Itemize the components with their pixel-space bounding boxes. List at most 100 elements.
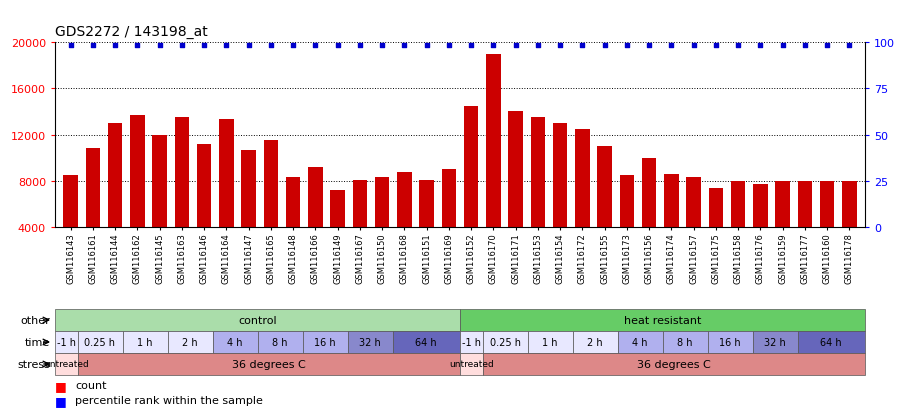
- Text: heat resistant: heat resistant: [624, 315, 702, 325]
- Bar: [597, 147, 612, 273]
- Text: 64 h: 64 h: [416, 337, 437, 347]
- Point: [664, 43, 679, 49]
- Bar: [348, 331, 392, 353]
- Bar: [460, 353, 482, 375]
- Text: ■: ■: [55, 394, 66, 407]
- Bar: [820, 181, 834, 273]
- Bar: [123, 331, 167, 353]
- Bar: [509, 112, 523, 273]
- Point: [152, 43, 167, 49]
- Text: count: count: [75, 380, 106, 391]
- Bar: [642, 158, 656, 273]
- Text: 16 h: 16 h: [719, 337, 741, 347]
- Point: [709, 43, 723, 49]
- Point: [286, 43, 300, 49]
- Bar: [753, 331, 797, 353]
- Point: [464, 43, 479, 49]
- Point: [575, 43, 590, 49]
- Point: [219, 43, 234, 49]
- Text: untreated: untreated: [449, 360, 493, 369]
- Text: -1 h: -1 h: [461, 337, 480, 347]
- Bar: [798, 181, 812, 273]
- Text: -1 h: -1 h: [56, 337, 76, 347]
- Bar: [775, 181, 790, 273]
- Text: 4 h: 4 h: [632, 337, 648, 347]
- Text: 8 h: 8 h: [677, 337, 693, 347]
- Point: [509, 43, 523, 49]
- Text: 64 h: 64 h: [821, 337, 842, 347]
- Point: [842, 43, 856, 49]
- Point: [175, 43, 189, 49]
- Bar: [707, 331, 753, 353]
- Bar: [572, 331, 618, 353]
- Bar: [264, 141, 278, 273]
- Bar: [486, 55, 501, 273]
- Bar: [420, 180, 434, 273]
- Point: [620, 43, 634, 49]
- Point: [553, 43, 568, 49]
- Text: ■: ■: [55, 379, 66, 392]
- Text: 2 h: 2 h: [182, 337, 197, 347]
- Text: 0.25 h: 0.25 h: [490, 337, 521, 347]
- Bar: [531, 118, 545, 273]
- Bar: [620, 176, 634, 273]
- Bar: [731, 181, 745, 273]
- Bar: [55, 331, 77, 353]
- Text: 36 degrees C: 36 degrees C: [232, 359, 306, 369]
- Bar: [842, 181, 856, 273]
- Bar: [55, 309, 460, 331]
- Point: [107, 43, 122, 49]
- Text: 16 h: 16 h: [314, 337, 336, 347]
- Point: [597, 43, 612, 49]
- Bar: [219, 120, 234, 273]
- Point: [308, 43, 323, 49]
- Point: [86, 43, 100, 49]
- Point: [64, 43, 78, 49]
- Bar: [64, 176, 78, 273]
- Point: [486, 43, 501, 49]
- Bar: [330, 190, 345, 273]
- Bar: [308, 167, 322, 273]
- Point: [531, 43, 545, 49]
- Bar: [55, 353, 77, 375]
- Bar: [575, 129, 590, 273]
- Bar: [241, 150, 256, 273]
- Bar: [213, 331, 258, 353]
- Text: untreated: untreated: [44, 360, 88, 369]
- Text: 1 h: 1 h: [542, 337, 558, 347]
- Text: 0.25 h: 0.25 h: [85, 337, 116, 347]
- Bar: [175, 118, 189, 273]
- Point: [642, 43, 656, 49]
- Bar: [258, 331, 302, 353]
- Bar: [709, 188, 723, 273]
- Bar: [482, 331, 528, 353]
- Point: [775, 43, 790, 49]
- Point: [197, 43, 211, 49]
- Text: 32 h: 32 h: [764, 337, 786, 347]
- Bar: [482, 353, 865, 375]
- Text: control: control: [238, 315, 277, 325]
- Point: [798, 43, 813, 49]
- Bar: [286, 178, 300, 273]
- Point: [686, 43, 701, 49]
- Point: [375, 43, 389, 49]
- Point: [264, 43, 278, 49]
- Bar: [464, 106, 479, 273]
- Bar: [353, 180, 367, 273]
- Point: [397, 43, 411, 49]
- Bar: [528, 331, 572, 353]
- Text: stress: stress: [17, 359, 50, 369]
- Bar: [167, 331, 213, 353]
- Bar: [152, 135, 167, 273]
- Text: GDS2272 / 143198_at: GDS2272 / 143198_at: [55, 25, 207, 39]
- Point: [352, 43, 367, 49]
- Point: [420, 43, 434, 49]
- Text: 8 h: 8 h: [272, 337, 288, 347]
- Point: [330, 43, 345, 49]
- Bar: [618, 331, 662, 353]
- Bar: [77, 331, 123, 353]
- Point: [820, 43, 834, 49]
- Bar: [664, 174, 679, 273]
- Bar: [375, 178, 389, 273]
- Point: [441, 43, 456, 49]
